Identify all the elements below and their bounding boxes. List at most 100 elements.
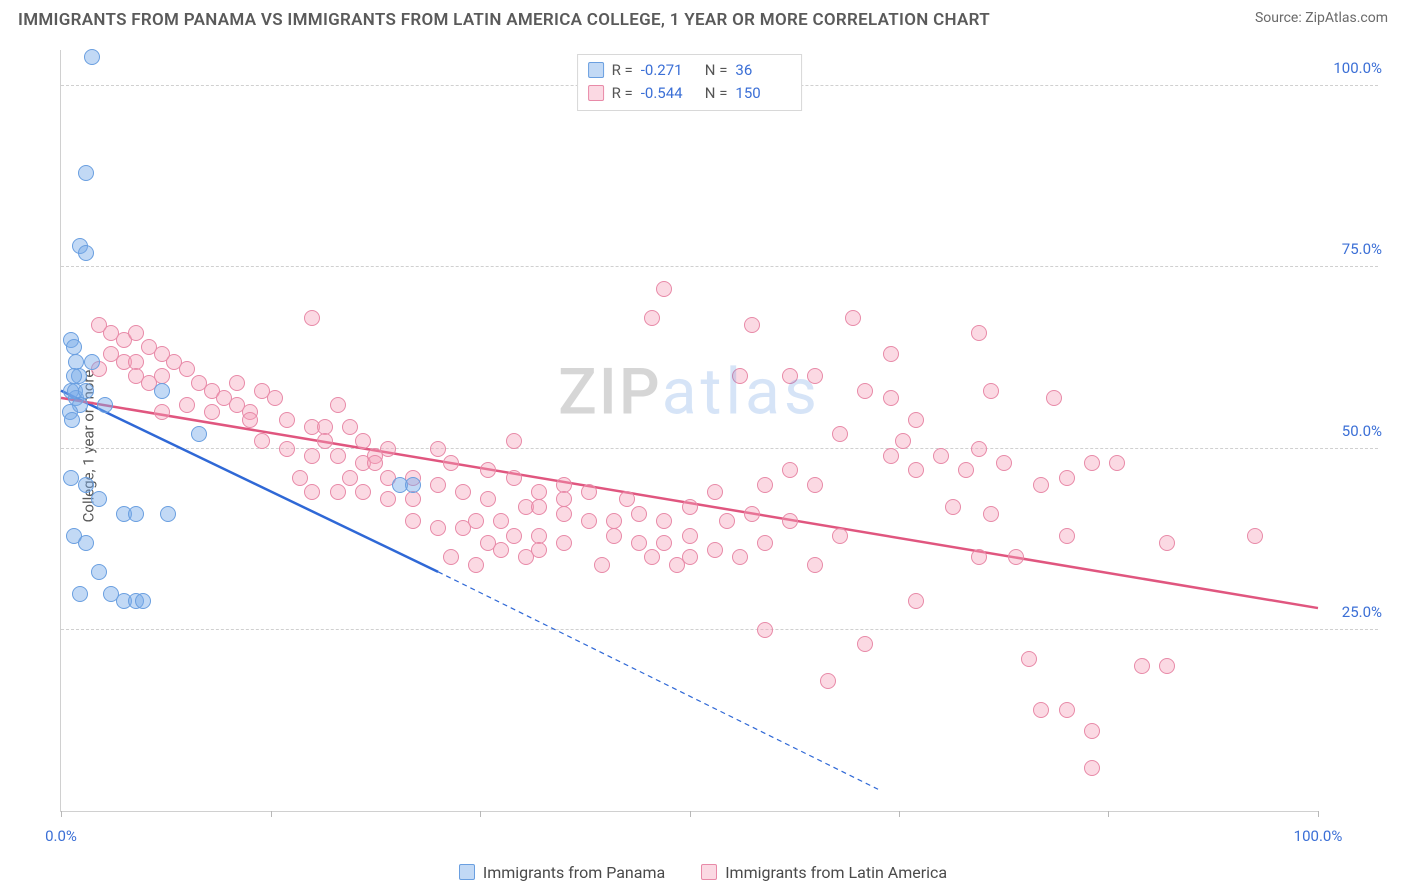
data-point-panama <box>84 354 100 370</box>
data-point-panama <box>78 477 94 493</box>
data-point-latin <box>1046 390 1062 406</box>
data-point-panama <box>91 564 107 580</box>
data-point-latin <box>317 433 333 449</box>
legend-swatch-panama <box>459 864 475 880</box>
data-point-latin <box>744 506 760 522</box>
y-tick-label: 100.0% <box>1333 59 1382 77</box>
data-point-latin <box>380 441 396 457</box>
data-point-latin <box>556 506 572 522</box>
data-point-latin <box>757 477 773 493</box>
data-point-latin <box>820 673 836 689</box>
y-tick-label: 50.0% <box>1342 422 1382 440</box>
data-point-panama <box>84 49 100 65</box>
stat-r-label: R = <box>612 59 633 82</box>
trend-layer <box>61 50 1318 811</box>
x-tick-label: 0.0% <box>45 827 77 845</box>
data-point-latin <box>506 528 522 544</box>
data-point-panama <box>63 470 79 486</box>
data-point-latin <box>1033 702 1049 718</box>
data-point-latin <box>480 462 496 478</box>
stat-n-label: N = <box>705 82 728 105</box>
x-tick <box>480 811 481 817</box>
data-point-latin <box>581 484 597 500</box>
data-point-latin <box>656 535 672 551</box>
data-point-panama <box>66 339 82 355</box>
data-point-latin <box>1247 528 1263 544</box>
data-point-latin <box>644 310 660 326</box>
data-point-latin <box>682 549 698 565</box>
data-point-latin <box>267 390 283 406</box>
data-point-latin <box>983 383 999 399</box>
data-point-latin <box>443 549 459 565</box>
data-point-latin <box>304 448 320 464</box>
trend-line-dash-panama <box>438 572 878 789</box>
data-point-latin <box>682 499 698 515</box>
data-point-latin <box>1084 760 1100 776</box>
data-point-latin <box>971 441 987 457</box>
data-point-panama <box>405 477 421 493</box>
data-point-latin <box>304 484 320 500</box>
data-point-latin <box>292 470 308 486</box>
data-point-latin <box>732 549 748 565</box>
data-point-latin <box>430 477 446 493</box>
data-point-latin <box>883 390 899 406</box>
data-point-latin <box>656 281 672 297</box>
data-point-latin <box>606 528 622 544</box>
data-point-latin <box>895 433 911 449</box>
x-tick <box>899 811 900 817</box>
data-point-latin <box>556 535 572 551</box>
data-point-latin <box>983 506 999 522</box>
legend-stats-row-panama: R =-0.271N =36 <box>588 59 792 82</box>
data-point-latin <box>1159 535 1175 551</box>
data-point-latin <box>154 404 170 420</box>
data-point-latin <box>594 557 610 573</box>
x-tick <box>1108 811 1109 817</box>
data-point-latin <box>945 499 961 515</box>
data-point-latin <box>380 491 396 507</box>
data-point-latin <box>1134 658 1150 674</box>
x-tick <box>61 811 62 817</box>
data-point-latin <box>556 491 572 507</box>
data-point-panama <box>154 383 170 399</box>
data-point-panama <box>97 397 113 413</box>
data-point-latin <box>455 484 471 500</box>
data-point-latin <box>330 448 346 464</box>
data-point-latin <box>719 513 735 529</box>
x-tick <box>1318 811 1319 817</box>
data-point-latin <box>229 375 245 391</box>
stat-n-label: N = <box>705 59 728 82</box>
data-point-latin <box>1059 528 1075 544</box>
swatch-panama <box>588 62 604 78</box>
gridline <box>61 629 1378 630</box>
data-point-latin <box>128 325 144 341</box>
stat-r-value-panama: -0.271 <box>641 59 697 82</box>
data-point-latin <box>757 622 773 638</box>
data-point-latin <box>405 513 421 529</box>
data-point-panama <box>78 383 94 399</box>
data-point-latin <box>832 528 848 544</box>
legend-item-panama: Immigrants from Panama <box>459 863 665 882</box>
data-point-latin <box>682 528 698 544</box>
data-point-latin <box>179 397 195 413</box>
x-tick <box>690 811 691 817</box>
data-point-latin <box>1084 455 1100 471</box>
data-point-latin <box>1008 549 1024 565</box>
legend-swatch-latin <box>701 864 717 880</box>
data-point-panama <box>78 535 94 551</box>
data-point-latin <box>304 310 320 326</box>
data-point-latin <box>971 325 987 341</box>
data-point-latin <box>619 491 635 507</box>
data-point-latin <box>430 520 446 536</box>
data-point-latin <box>279 412 295 428</box>
source-label: Source: ZipAtlas.com <box>1255 10 1388 26</box>
data-point-latin <box>707 542 723 558</box>
data-point-panama <box>191 426 207 442</box>
data-point-panama <box>72 586 88 602</box>
y-tick-label: 75.0% <box>1342 240 1382 258</box>
data-point-latin <box>531 542 547 558</box>
data-point-panama <box>78 245 94 261</box>
gridline <box>61 266 1378 267</box>
data-point-latin <box>342 419 358 435</box>
data-point-latin <box>908 412 924 428</box>
data-point-latin <box>330 484 346 500</box>
